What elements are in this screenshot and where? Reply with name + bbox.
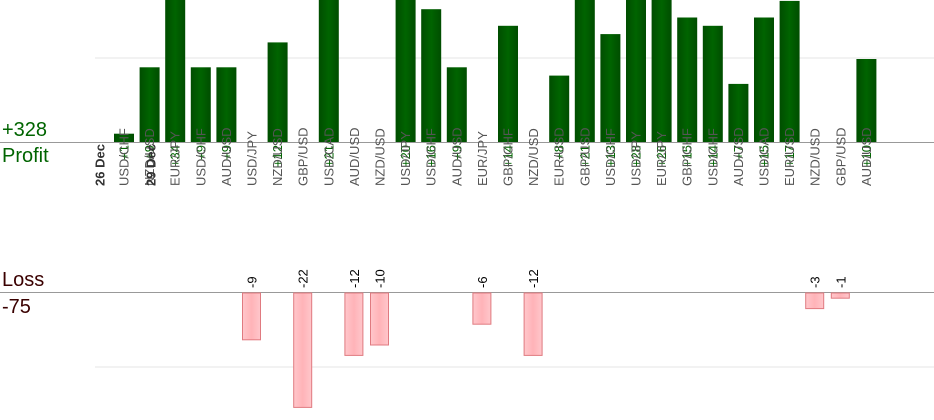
pair-label: NZD/USD bbox=[142, 128, 157, 186]
profit-value-label: +9 bbox=[193, 145, 208, 160]
profit-value-label: +15 bbox=[680, 145, 695, 167]
profit-bar bbox=[626, 0, 646, 142]
loss-value-label: -3 bbox=[808, 276, 823, 288]
profit-bar bbox=[421, 9, 442, 143]
profit-value-label: +9 bbox=[219, 145, 234, 160]
profit-value-label: +34 bbox=[168, 145, 183, 167]
loss-value-label: -10 bbox=[373, 269, 388, 288]
profit-value-label: +20 bbox=[398, 145, 413, 167]
loss-bar bbox=[472, 292, 492, 325]
loss-bar bbox=[242, 292, 261, 341]
profit-bar bbox=[190, 67, 211, 142]
profit-value-label: +14 bbox=[501, 145, 516, 167]
pair-label: USD/CHF bbox=[424, 128, 439, 186]
profit-bar bbox=[318, 0, 339, 142]
pair-label: EUR/JPY bbox=[475, 131, 490, 186]
pair-label: USD/JPY bbox=[245, 131, 260, 186]
pair-label: GBP/USD bbox=[577, 127, 592, 186]
profit-value-label: +1 bbox=[117, 145, 132, 160]
pair-label: AUD/USD bbox=[219, 127, 234, 186]
pair-label: AUD/USD bbox=[347, 127, 362, 186]
loss-value-label: -6 bbox=[475, 276, 490, 288]
pair-label: AUD/USD bbox=[731, 127, 746, 186]
pair-label: USD/CAD bbox=[757, 127, 772, 186]
pair-label: USD/CHF bbox=[705, 128, 720, 186]
pair-label: EUR/JPY bbox=[168, 131, 183, 186]
loss-value-label: -22 bbox=[296, 269, 311, 288]
pair-label: USD/CHF bbox=[117, 128, 132, 186]
loss-value-label: -9 bbox=[245, 276, 260, 288]
profit-bar bbox=[728, 83, 749, 142]
profit-value-label: +9 bbox=[449, 145, 464, 160]
profit-value-label: +14 bbox=[705, 145, 720, 167]
profit-bar bbox=[779, 0, 800, 143]
pair-label: AUD/USD bbox=[859, 127, 874, 186]
pair-label: EUR/USD bbox=[552, 127, 567, 186]
pair-label: NZD/USD bbox=[373, 128, 388, 186]
profit-value-label: +13 bbox=[603, 145, 618, 167]
profit-value-label: +10 bbox=[859, 145, 874, 167]
loss-value-label: -1 bbox=[833, 276, 848, 288]
loss-bar bbox=[370, 292, 389, 346]
date-label: 26 Dec bbox=[93, 144, 108, 186]
pair-label: USD/CHF bbox=[193, 128, 208, 186]
loss-bar bbox=[293, 292, 313, 408]
pair-label: USD/JPY bbox=[629, 131, 644, 186]
pair-label: GBP/USD bbox=[833, 127, 848, 186]
profit-bar bbox=[114, 133, 134, 142]
profit-bar bbox=[549, 75, 570, 142]
loss-bar bbox=[344, 292, 364, 356]
profit-label: Profit bbox=[2, 145, 49, 167]
loss-value-label: -12 bbox=[526, 269, 541, 288]
profit-total: +328 bbox=[2, 119, 48, 141]
loss-total: -75 bbox=[2, 296, 31, 318]
pair-label: NZD/USD bbox=[270, 128, 285, 186]
pair-label: GBP/USD bbox=[296, 127, 311, 186]
loss-bar bbox=[523, 292, 543, 356]
profit-value-label: +8 bbox=[552, 145, 567, 160]
profit-bar bbox=[702, 25, 723, 142]
pair-label: NZD/USD bbox=[526, 128, 541, 186]
profit-value-label: +9 bbox=[142, 145, 157, 160]
pair-label: USD/CHF bbox=[603, 128, 618, 186]
profit-value-label: +7 bbox=[731, 145, 746, 160]
profit-bar bbox=[139, 67, 160, 142]
profit-bar bbox=[600, 34, 621, 142]
pair-label: GBP/CHF bbox=[501, 128, 516, 186]
loss-label: Loss bbox=[2, 269, 45, 291]
profit-value-label: +26 bbox=[654, 145, 669, 167]
pair-label: AUD/USD bbox=[449, 127, 464, 186]
profit-bar bbox=[395, 0, 416, 142]
profit-value-label: +17 bbox=[782, 145, 797, 167]
profit-value-label: +15 bbox=[757, 145, 772, 167]
profit-bar bbox=[856, 59, 877, 142]
profit-bar bbox=[754, 17, 774, 142]
loss-bar bbox=[805, 292, 825, 310]
profit-bar bbox=[574, 0, 595, 142]
pair-label: USD/CAD bbox=[321, 127, 336, 186]
profit-bar bbox=[498, 25, 518, 142]
profit-bar bbox=[651, 0, 672, 142]
profit-bar bbox=[165, 0, 186, 142]
pair-label: GBP/CHF bbox=[680, 128, 695, 186]
pair-label: EUR/USD bbox=[782, 127, 797, 186]
pair-label: USD/JPY bbox=[398, 131, 413, 186]
profit-bar bbox=[267, 42, 288, 142]
profit-value-label: +21 bbox=[321, 145, 336, 167]
profit-bar bbox=[446, 67, 467, 142]
pair-label: EUR/JPY bbox=[654, 131, 669, 186]
profit-bar bbox=[216, 67, 237, 142]
profit-value-label: +16 bbox=[424, 145, 439, 167]
loss-bar bbox=[830, 292, 850, 299]
profit-value-label: +21 bbox=[577, 145, 592, 167]
date-label: 29 Dec bbox=[144, 144, 159, 186]
pair-label: NZD/USD bbox=[808, 128, 823, 186]
profit-value-label: +28 bbox=[629, 145, 644, 167]
profit-value-label: +12 bbox=[270, 145, 285, 167]
profit-bar bbox=[677, 17, 698, 142]
loss-value-label: -12 bbox=[347, 269, 362, 288]
